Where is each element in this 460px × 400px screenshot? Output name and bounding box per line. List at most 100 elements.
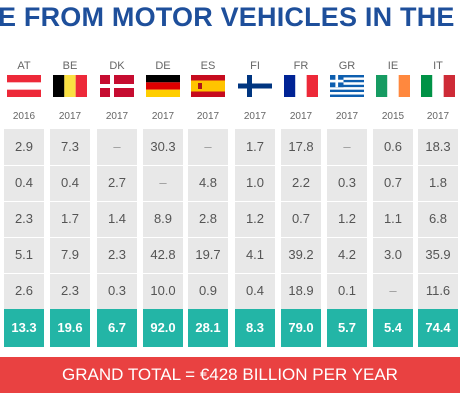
- value-band: [281, 129, 321, 309]
- total-cell: 92.0: [143, 309, 183, 347]
- value-cell: 42.8: [150, 247, 176, 262]
- row-divider: [188, 237, 228, 238]
- row-divider: [418, 273, 458, 274]
- value-band: [235, 129, 275, 309]
- value-cell: 0.3: [337, 175, 357, 190]
- value-cell: 2.3: [107, 247, 127, 262]
- data-year: 2017: [289, 111, 313, 122]
- value-cell: –: [204, 139, 212, 154]
- spain-flag: [191, 75, 225, 97]
- row-divider: [373, 237, 413, 238]
- row-divider: [143, 273, 183, 274]
- row-divider: [235, 273, 275, 274]
- value-cell: 4.8: [198, 175, 218, 190]
- value-cell: 2.3: [60, 283, 80, 298]
- value-band: [4, 129, 44, 309]
- row-divider: [50, 237, 90, 238]
- total-cell: 28.1: [188, 309, 228, 347]
- page-title: E FROM MOTOR VEHICLES IN THE EU-: [0, 2, 460, 32]
- value-band: [327, 129, 367, 309]
- row-divider: [4, 165, 44, 166]
- value-cell: 3.0: [383, 247, 403, 262]
- value-cell: 0.9: [198, 283, 218, 298]
- value-cell: 18.9: [288, 283, 314, 298]
- row-divider: [281, 237, 321, 238]
- france-flag: [284, 75, 318, 97]
- row-divider: [143, 237, 183, 238]
- country-code: ES: [200, 60, 216, 72]
- row-divider: [373, 273, 413, 274]
- value-cell: 10.0: [150, 283, 176, 298]
- greece-flag: [330, 75, 364, 97]
- row-divider: [281, 273, 321, 274]
- total-cell: 19.6: [50, 309, 90, 347]
- row-divider: [327, 273, 367, 274]
- row-divider: [4, 273, 44, 274]
- belgium-flag: [53, 75, 87, 97]
- value-cell: 1.4: [107, 211, 127, 226]
- value-cell: 17.8: [288, 139, 314, 154]
- value-band: [188, 129, 228, 309]
- data-year: 2017: [243, 111, 267, 122]
- value-cell: –: [113, 139, 121, 154]
- row-divider: [235, 201, 275, 202]
- value-cell: 1.8: [428, 175, 448, 190]
- value-cell: 4.1: [245, 247, 265, 262]
- country-code: AT: [17, 60, 31, 72]
- value-cell: –: [389, 283, 397, 298]
- row-divider: [143, 165, 183, 166]
- total-cell: 8.3: [235, 309, 275, 347]
- row-divider: [97, 201, 137, 202]
- austria-flag: [7, 75, 41, 97]
- finland-flag: [238, 75, 272, 97]
- value-cell: 0.4: [60, 175, 80, 190]
- value-band: [97, 129, 137, 309]
- country-code: BE: [62, 60, 78, 72]
- row-divider: [50, 201, 90, 202]
- data-year: 2017: [196, 111, 220, 122]
- data-year: 2017: [151, 111, 175, 122]
- row-divider: [327, 201, 367, 202]
- row-divider: [327, 165, 367, 166]
- value-cell: 2.8: [198, 211, 218, 226]
- value-cell: 1.2: [245, 211, 265, 226]
- total-cell: 5.7: [327, 309, 367, 347]
- value-cell: 4.2: [337, 247, 357, 262]
- country-code: IT: [433, 60, 443, 72]
- data-year: 2017: [58, 111, 82, 122]
- row-divider: [188, 165, 228, 166]
- value-cell: 7.9: [60, 247, 80, 262]
- value-cell: 2.6: [14, 283, 34, 298]
- row-divider: [97, 273, 137, 274]
- row-divider: [418, 237, 458, 238]
- value-cell: 1.7: [60, 211, 80, 226]
- row-divider: [418, 165, 458, 166]
- row-divider: [4, 201, 44, 202]
- value-cell: 1.1: [383, 211, 403, 226]
- row-divider: [327, 237, 367, 238]
- row-divider: [50, 273, 90, 274]
- value-cell: –: [343, 139, 351, 154]
- total-cell: 13.3: [4, 309, 44, 347]
- value-cell: 1.2: [337, 211, 357, 226]
- row-divider: [235, 237, 275, 238]
- data-year: 2017: [105, 111, 129, 122]
- row-divider: [281, 165, 321, 166]
- data-year: 2017: [335, 111, 359, 122]
- value-cell: 0.3: [107, 283, 127, 298]
- data-year: 2017: [426, 111, 450, 122]
- value-cell: 11.6: [425, 283, 451, 298]
- value-cell: 19.7: [195, 247, 221, 262]
- row-divider: [188, 201, 228, 202]
- total-cell: 74.4: [418, 309, 458, 347]
- row-divider: [235, 165, 275, 166]
- country-code: DE: [155, 60, 171, 72]
- denmark-flag: [100, 75, 134, 97]
- value-cell: 39.2: [288, 247, 314, 262]
- row-divider: [418, 201, 458, 202]
- total-cell: 5.4: [373, 309, 413, 347]
- value-cell: 0.7: [383, 175, 403, 190]
- value-cell: 2.2: [291, 175, 311, 190]
- row-divider: [373, 201, 413, 202]
- total-cell: 79.0: [281, 309, 321, 347]
